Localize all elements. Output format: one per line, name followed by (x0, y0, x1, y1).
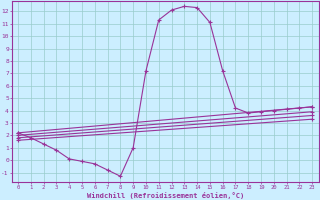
X-axis label: Windchill (Refroidissement éolien,°C): Windchill (Refroidissement éolien,°C) (86, 192, 244, 199)
